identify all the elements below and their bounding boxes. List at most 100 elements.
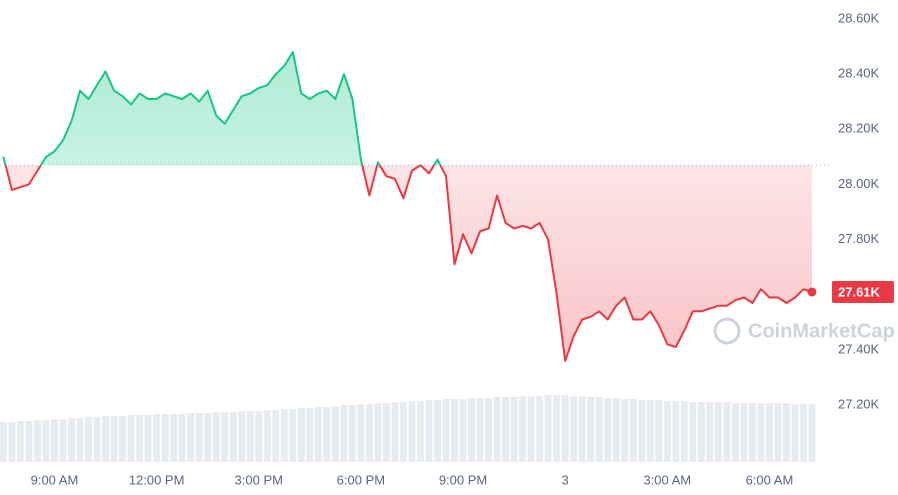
volume-bar (161, 414, 169, 462)
volume-bar (714, 402, 722, 462)
volume-bar (646, 400, 654, 462)
volume-bar (374, 403, 382, 462)
volume-bar (536, 396, 544, 462)
volume-bar (306, 408, 314, 462)
volume-bar (519, 396, 527, 462)
volume-bar (272, 410, 280, 462)
last-price-label: 27.61K (838, 284, 881, 299)
volume-bar (808, 404, 816, 462)
area-up (3, 52, 441, 166)
volume-bar (731, 403, 739, 462)
y-tick-label: 28.40K (838, 66, 880, 81)
volume-bar (604, 398, 612, 462)
volume-bar (740, 403, 748, 462)
volume-bar (297, 408, 305, 462)
y-tick-label: 27.20K (838, 396, 880, 411)
volume-bar (238, 411, 246, 462)
volume-bar (442, 399, 450, 462)
volume-bar (212, 412, 220, 462)
y-tick-label: 27.40K (838, 341, 880, 356)
volume-bar (765, 403, 773, 462)
volume-bar (85, 417, 93, 462)
volume-bar (485, 398, 493, 462)
volume-bar (67, 418, 75, 462)
y-tick-label: 28.20K (838, 121, 880, 136)
volume-bar (476, 398, 484, 462)
volume-bar (178, 414, 186, 462)
volume-bar (127, 415, 135, 462)
volume-bar (697, 402, 705, 462)
volume-bar (391, 402, 399, 462)
price-line-down (4, 165, 813, 362)
volume-bar (612, 398, 620, 462)
volume-bar (672, 401, 680, 462)
volume-bar (433, 400, 441, 462)
volume-bar (170, 414, 178, 462)
volume-bar (42, 420, 50, 462)
volume-bar (187, 413, 195, 462)
y-tick-label: 28.00K (838, 176, 880, 191)
watermark: CoinMarketCap (713, 317, 895, 345)
volume-bar (544, 395, 552, 462)
volume-bar (578, 396, 586, 462)
volume-bar (340, 405, 348, 462)
x-tick-label: 12:00 PM (129, 472, 185, 487)
volume-bar (723, 402, 731, 462)
volume-bar (221, 412, 229, 462)
volume-bar (8, 422, 16, 462)
x-tick-label: 3 (562, 472, 569, 487)
volume-bar (774, 403, 782, 462)
volume-bar (493, 397, 501, 462)
x-tick-label: 9:00 PM (439, 472, 487, 487)
x-tick-label: 6:00 AM (746, 472, 794, 487)
volume-bar (663, 401, 671, 462)
volume-bar (110, 416, 118, 462)
volume-bar (119, 416, 127, 462)
x-tick-label: 3:00 AM (643, 472, 691, 487)
volume-bar (16, 421, 24, 462)
last-price-box (832, 280, 894, 303)
volume-bar (263, 410, 271, 462)
volume-bar (365, 404, 373, 462)
volume-bar (451, 399, 459, 462)
last-price-dot (807, 287, 817, 297)
volume-bar (204, 413, 212, 462)
volume-bar (680, 401, 688, 462)
price-line-up (2, 51, 442, 166)
volume-bar (553, 395, 561, 462)
volume-bar (76, 418, 84, 462)
volume-bar (799, 404, 807, 462)
x-tick-label: 3:00 PM (235, 472, 283, 487)
volume-bar (527, 396, 535, 462)
y-tick-label: 28.60K (838, 10, 880, 25)
volume-bar (289, 409, 297, 462)
volume-bar (638, 400, 646, 462)
volume-bar (102, 416, 110, 462)
volume-bar (0, 422, 7, 462)
volume-bar (416, 401, 424, 462)
volume-bar (399, 402, 407, 462)
volume-bar (502, 397, 510, 462)
volume-bar (621, 399, 629, 462)
volume-bar (782, 403, 790, 462)
volume-bar (595, 397, 603, 462)
volume-bar (425, 400, 433, 462)
volume-bar (629, 399, 637, 462)
volume-bar (570, 396, 578, 462)
volume-bar (791, 404, 799, 462)
volume-bar (59, 419, 67, 462)
volume-bar (408, 401, 416, 462)
volume-bar (706, 402, 714, 462)
volume-bar (331, 406, 339, 462)
volume-bar (561, 395, 569, 462)
volume-bar (348, 405, 356, 462)
volume-bar (655, 400, 663, 462)
volume-bar (757, 403, 765, 462)
y-tick-label: 27.80K (838, 231, 880, 246)
volume-bar (246, 411, 254, 462)
volume-bar (195, 413, 203, 462)
volume-bar (459, 399, 467, 462)
volume-bar (93, 417, 101, 462)
volume-bar (153, 414, 161, 462)
